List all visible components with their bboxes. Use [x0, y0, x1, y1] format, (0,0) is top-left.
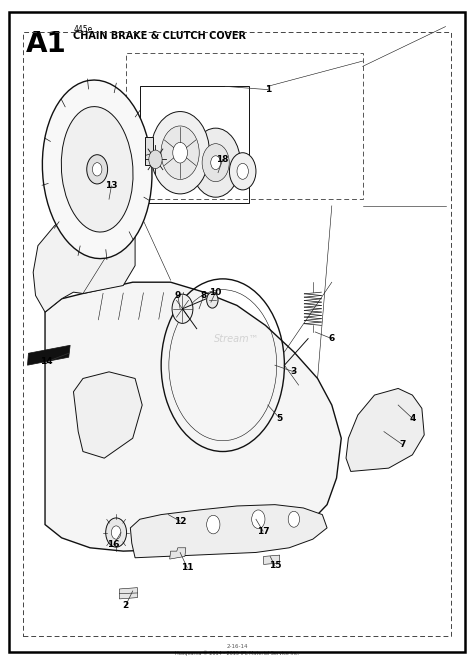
Text: 13: 13 [105, 181, 118, 191]
Polygon shape [27, 345, 70, 365]
Polygon shape [45, 282, 341, 551]
Text: 4: 4 [409, 414, 416, 423]
Text: 2: 2 [122, 601, 129, 610]
Ellipse shape [42, 80, 152, 258]
Circle shape [161, 126, 199, 179]
Polygon shape [264, 555, 280, 564]
Polygon shape [346, 388, 424, 471]
Text: 11: 11 [181, 563, 193, 572]
Circle shape [149, 150, 162, 169]
Polygon shape [33, 199, 135, 312]
Text: 12: 12 [174, 517, 186, 526]
Text: 3: 3 [291, 367, 297, 376]
Circle shape [87, 155, 108, 184]
Text: 6: 6 [328, 334, 335, 343]
Circle shape [106, 518, 127, 547]
Circle shape [288, 511, 300, 527]
Circle shape [252, 510, 265, 529]
Circle shape [151, 112, 210, 194]
Text: 1: 1 [264, 85, 271, 94]
Text: 15: 15 [269, 561, 281, 570]
Circle shape [111, 526, 121, 539]
Text: 18: 18 [217, 155, 229, 164]
Text: 445e: 445e [73, 25, 93, 35]
Circle shape [237, 163, 248, 179]
Text: 5: 5 [276, 414, 283, 423]
Text: 16: 16 [108, 540, 120, 549]
Circle shape [207, 515, 220, 534]
Polygon shape [119, 588, 137, 599]
Circle shape [92, 163, 102, 176]
Circle shape [172, 294, 193, 323]
Bar [145, 137, 153, 165]
Circle shape [207, 292, 218, 308]
Text: 8: 8 [201, 291, 207, 300]
Circle shape [202, 143, 229, 182]
Text: 7: 7 [400, 440, 406, 450]
Ellipse shape [61, 107, 133, 232]
Bar [140, 86, 249, 203]
Bar [126, 53, 363, 199]
Circle shape [173, 143, 188, 163]
Text: 17: 17 [257, 527, 269, 536]
Text: 9: 9 [174, 291, 181, 300]
Text: 2-16-14: 2-16-14 [226, 644, 248, 649]
Circle shape [191, 128, 240, 197]
Text: 14: 14 [40, 357, 53, 367]
Circle shape [229, 153, 256, 190]
Text: 10: 10 [210, 288, 222, 297]
Polygon shape [73, 372, 142, 458]
Circle shape [211, 156, 220, 169]
Polygon shape [130, 505, 327, 558]
Text: CHAIN BRAKE & CLUTCH COVER: CHAIN BRAKE & CLUTCH COVER [73, 31, 246, 41]
Text: A1: A1 [26, 30, 67, 58]
Polygon shape [170, 548, 186, 559]
Text: Stream™: Stream™ [214, 333, 260, 344]
Text: Husqvarna © 2014 - 2015 IPL Material Service Inc.: Husqvarna © 2014 - 2015 IPL Material Ser… [175, 651, 299, 656]
